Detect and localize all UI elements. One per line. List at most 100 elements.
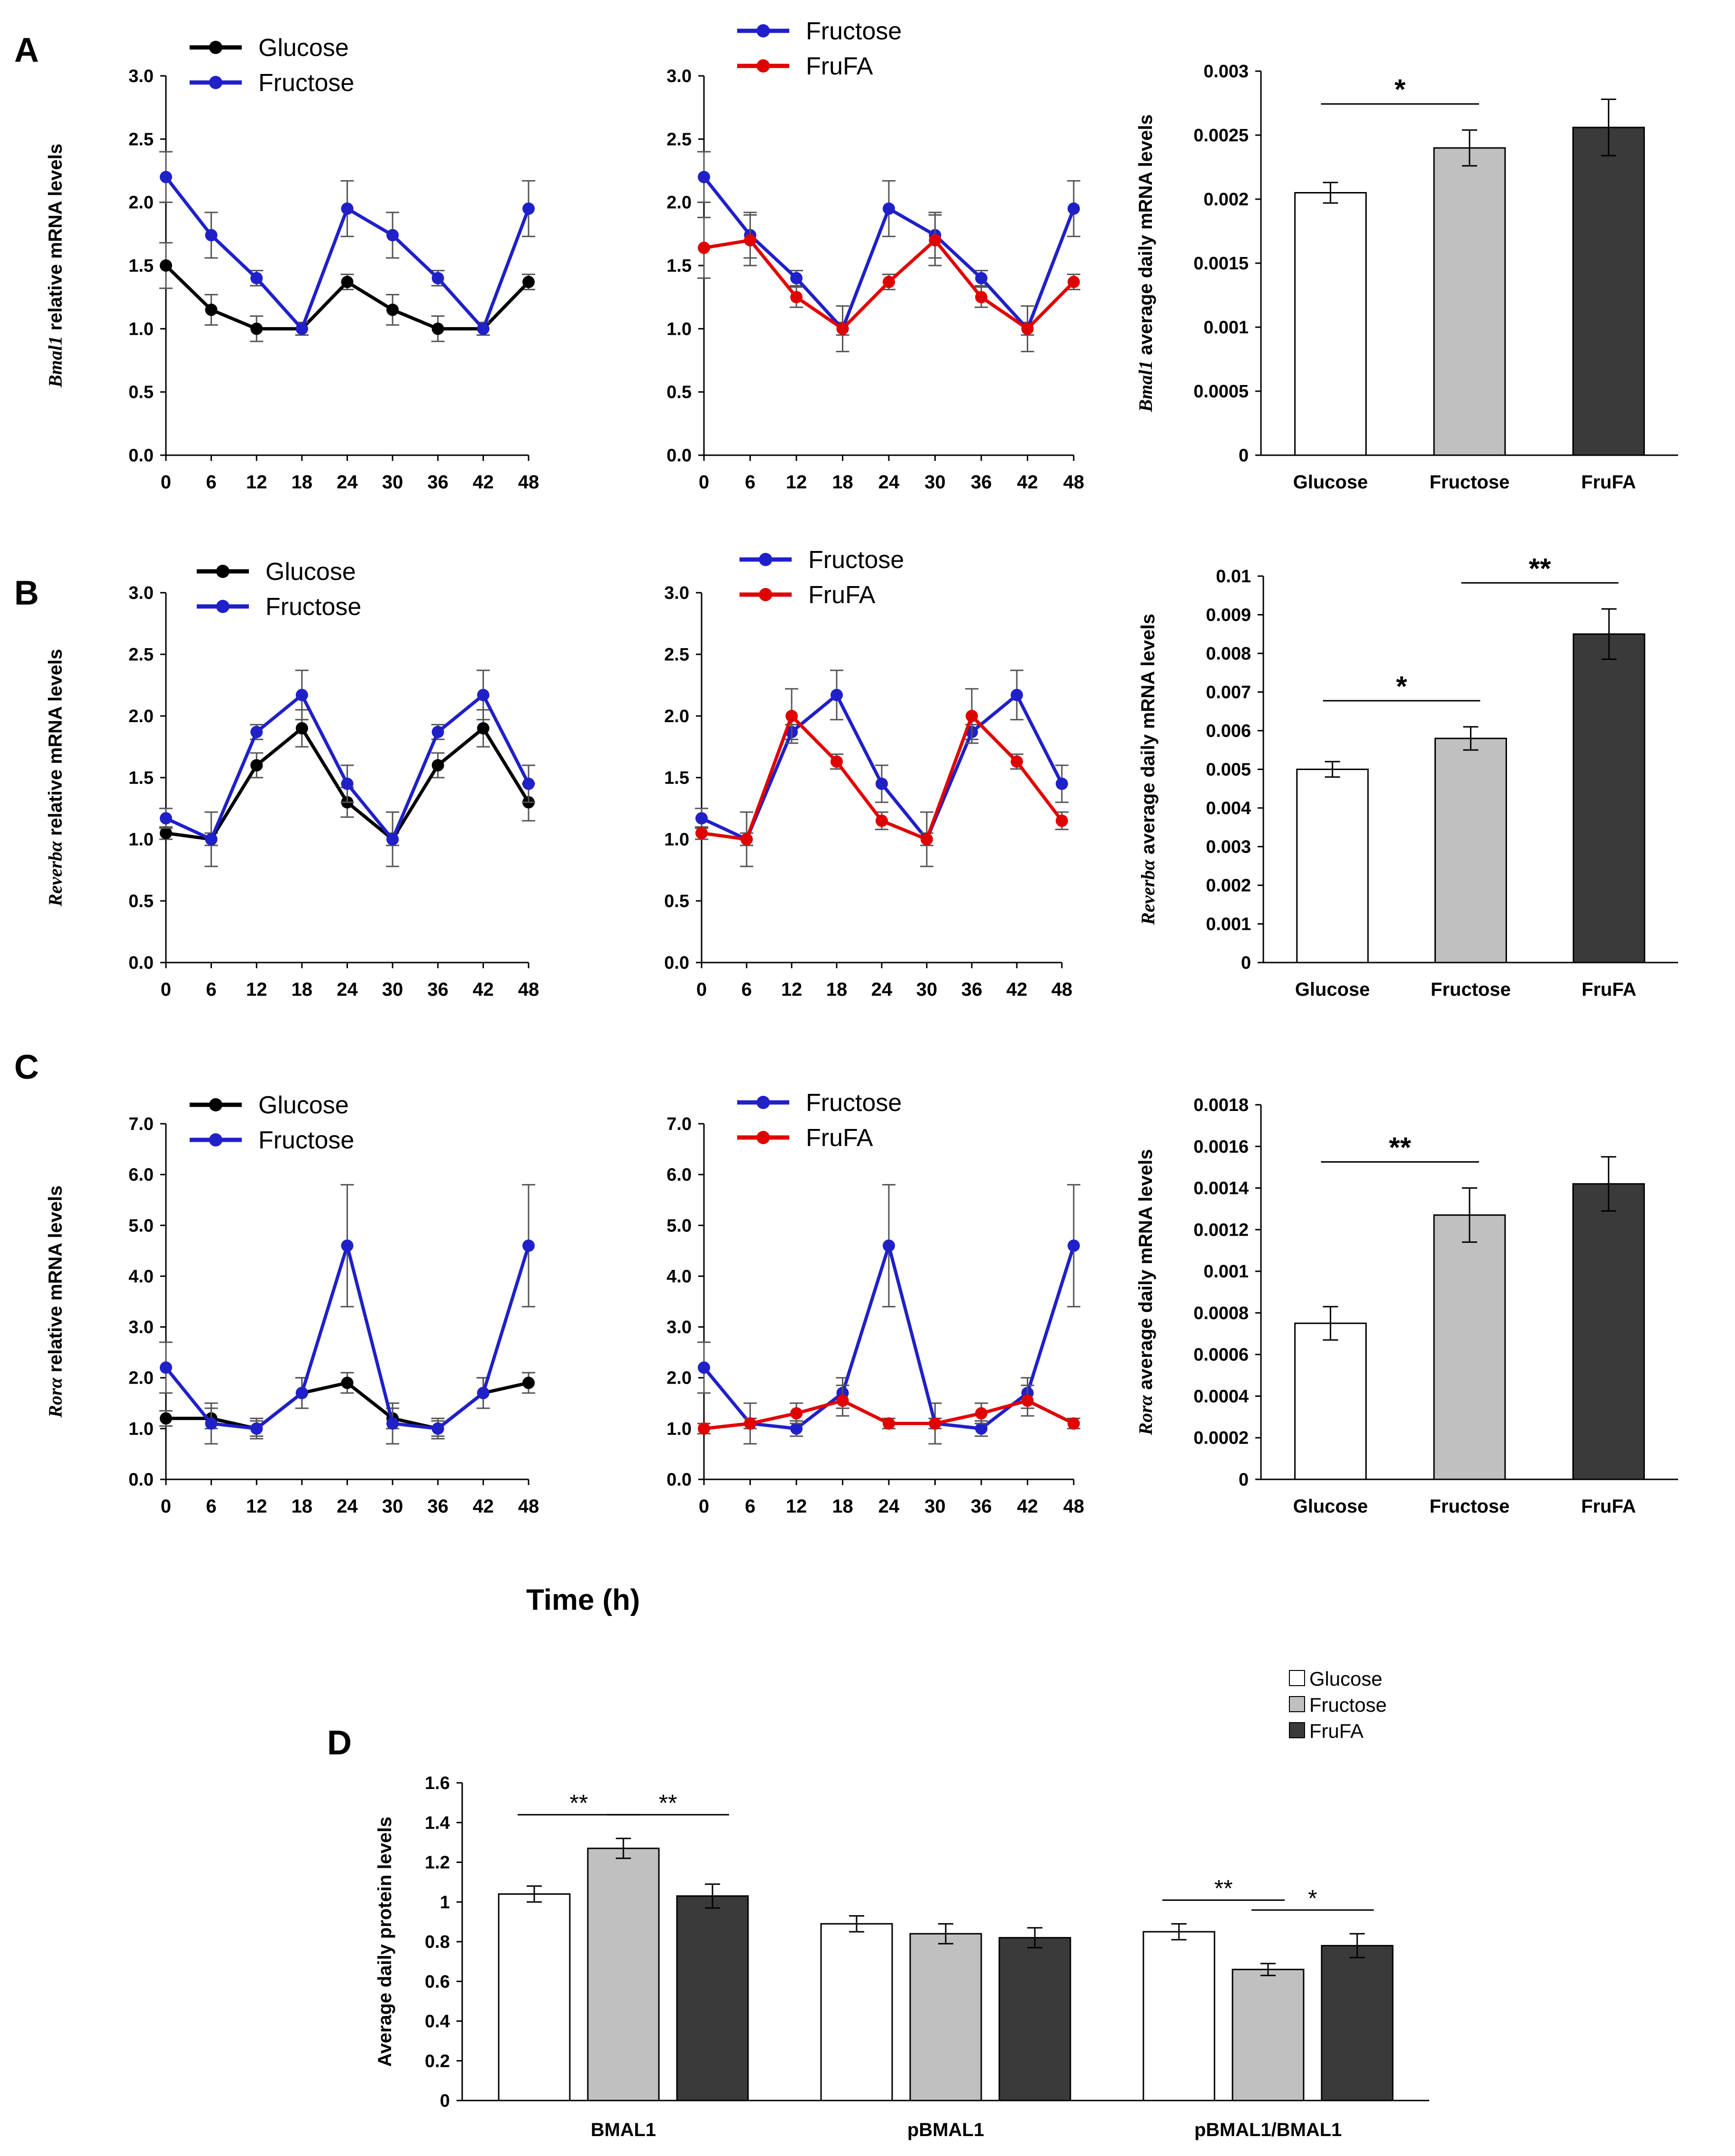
y-tick-label: 0.005 — [1206, 760, 1251, 780]
y-tick-label: 0.009 — [1206, 606, 1251, 625]
legend-label: Glucose — [258, 1092, 349, 1119]
y-axis-label-gene: Bmal1 — [1135, 360, 1156, 413]
legend: Glucose Fructose — [190, 1092, 354, 1154]
bar-frufa — [676, 1895, 749, 2101]
y-tick-label: 0.002 — [1204, 190, 1249, 210]
data-point — [695, 812, 708, 825]
y-tick-label: 0.5 — [128, 891, 154, 911]
legend-marker — [759, 553, 772, 566]
data-point — [386, 303, 399, 316]
x-tick-label: 12 — [786, 1496, 807, 1517]
data-point — [831, 688, 843, 701]
y-axis-label: Rorα average daily mRNA levels — [1135, 1149, 1156, 1435]
y-axis-label-text: Average daily protein levels — [374, 1817, 395, 2067]
legend-marker — [209, 41, 222, 54]
data-point — [295, 322, 308, 335]
x-tick-label: 12 — [246, 1496, 267, 1517]
y-tick-label: 2.5 — [667, 129, 692, 149]
data-point — [295, 688, 308, 701]
data-point — [975, 291, 987, 303]
legend-swatch — [1289, 1670, 1305, 1686]
y-tick-label: 0 — [440, 2091, 450, 2111]
y-tick-label: 0.0 — [128, 446, 154, 466]
category-label: FruFA — [1581, 1496, 1636, 1517]
significance-label: ** — [1214, 1875, 1233, 1901]
y-axis-label-text: average daily mRNA levels — [1135, 1149, 1156, 1395]
data-point — [341, 202, 354, 215]
legend: Fructose FruFA — [740, 546, 904, 609]
data-point — [522, 778, 535, 790]
y-tick-label: 0.0 — [664, 953, 689, 973]
x-tick-label: 36 — [428, 1496, 449, 1517]
data-point — [1068, 275, 1080, 288]
legend-marker — [757, 24, 770, 37]
x-tick-label: 36 — [971, 1496, 992, 1517]
significance-label: ** — [570, 1789, 588, 1816]
x-tick-label: 12 — [246, 472, 267, 493]
data-point — [205, 1417, 218, 1430]
data-point — [883, 1239, 895, 1252]
legend-label: Fructose — [265, 593, 361, 621]
legend-label: Glucose — [265, 558, 356, 586]
x-tick-label: 12 — [781, 979, 803, 1000]
bar-frufa — [998, 1937, 1071, 2101]
data-point — [341, 1239, 354, 1252]
data-point — [744, 234, 757, 247]
y-axis-label: Bmal1 average daily mRNA levels — [1135, 114, 1156, 413]
bar-glucose — [1294, 1322, 1367, 1480]
significance-label: ** — [1529, 552, 1551, 584]
x-tick-label: 6 — [206, 472, 217, 493]
data-point — [698, 1361, 710, 1374]
data-point — [160, 259, 172, 272]
chart-c1: 0.0 1.0 2.0 3.0 4.0 5.0 6.0 7.0 Rorα relative mR… — [45, 1092, 539, 1517]
x-tick-label: 0 — [161, 979, 171, 1000]
y-tick-label: 4.0 — [667, 1266, 692, 1286]
series-fructose — [697, 1184, 1080, 1445]
legend: Fructose FruFA — [737, 1089, 902, 1152]
y-tick-label: 0.001 — [1204, 318, 1249, 338]
y-axis-label-gene: Reverbα — [45, 841, 66, 907]
y-tick-label: 0.0025 — [1194, 126, 1249, 146]
y-tick-label: 0.003 — [1204, 62, 1249, 82]
x-tick-label: 48 — [1063, 472, 1085, 493]
data-point — [1011, 755, 1023, 768]
y-tick-label: 6.0 — [128, 1165, 154, 1185]
legend-swatch — [1289, 1696, 1305, 1712]
y-axis-label-text: average daily mRNA levels — [1138, 614, 1159, 860]
y-tick-label: 2.5 — [128, 645, 154, 665]
legend-label: Fructose — [258, 69, 354, 97]
y-tick-label: 2.0 — [667, 193, 692, 213]
y-tick-label: 2.0 — [664, 706, 689, 726]
y-tick-label: 1.5 — [128, 768, 154, 788]
y-tick-label: 0.5 — [664, 891, 689, 911]
y-tick-label: 1.0 — [664, 830, 689, 850]
bar-glucose — [498, 1893, 571, 2101]
data-point — [921, 833, 933, 845]
data-point — [431, 322, 444, 335]
data-point — [341, 275, 354, 288]
data-point — [836, 322, 849, 335]
x-tick-label: 24 — [871, 979, 893, 1000]
x-tick-label: 6 — [745, 1496, 755, 1517]
x-tick-label: 0 — [699, 472, 709, 493]
significance-label: ** — [1389, 1132, 1411, 1164]
data-point — [790, 1407, 803, 1420]
data-point — [295, 722, 308, 734]
data-point — [205, 229, 218, 241]
legend-marker — [209, 76, 222, 89]
x-tick-label: 6 — [206, 979, 217, 1000]
legend-marker — [216, 600, 229, 613]
x-tick-label: 18 — [292, 472, 313, 493]
y-tick-label: 3.0 — [667, 1318, 692, 1338]
data-point — [160, 1361, 172, 1374]
x-tick-label: 36 — [428, 472, 449, 493]
data-point — [1011, 688, 1023, 701]
y-tick-label: 3.0 — [667, 66, 692, 86]
panel-label-c: C — [14, 1048, 39, 1086]
y-tick-label: 0.0 — [667, 1470, 692, 1490]
data-point — [883, 202, 895, 215]
x-tick-label: 30 — [924, 472, 946, 493]
series-frufa — [697, 214, 1080, 352]
legend-label: Fructose — [258, 1127, 354, 1154]
